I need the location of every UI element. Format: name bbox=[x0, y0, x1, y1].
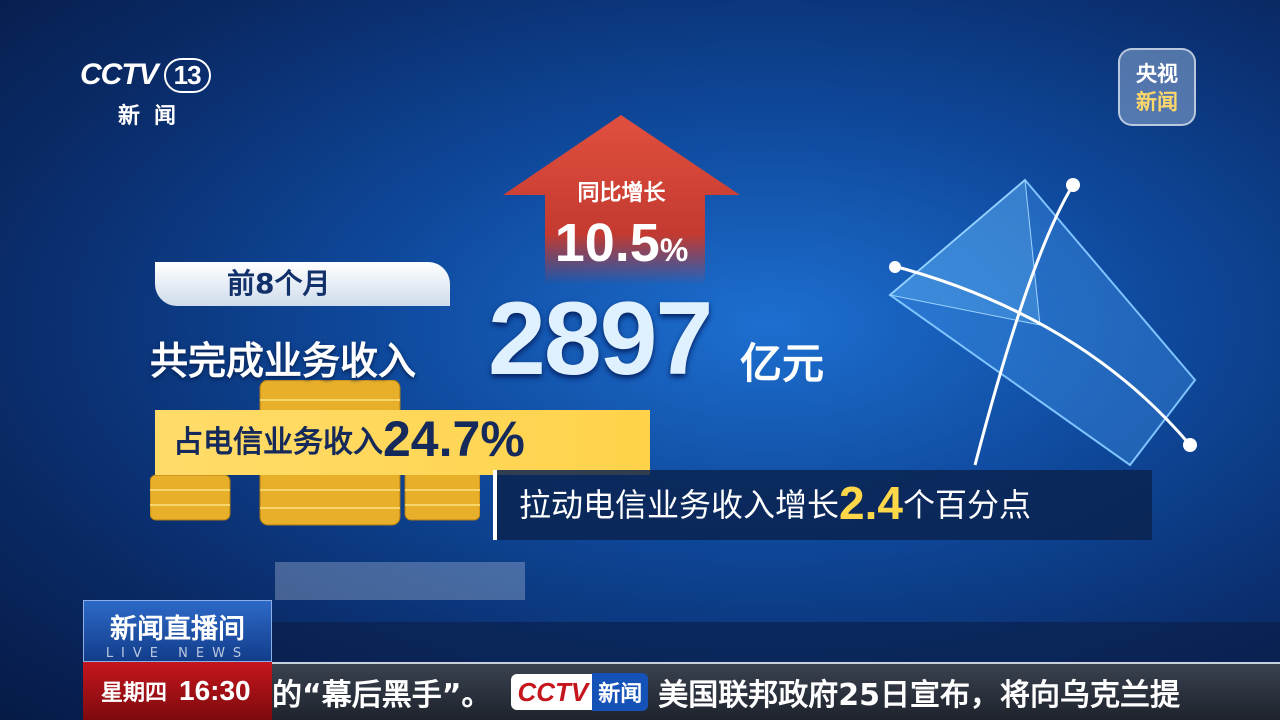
share-banner: 占电信业务收入24.7% bbox=[155, 410, 650, 475]
cctv13-logo: CCTV 13 bbox=[80, 55, 245, 95]
channel-subtitle: 新闻 bbox=[118, 104, 191, 129]
period-label: 前8个月 bbox=[155, 262, 450, 306]
growth-banner: 拉动电信业务收入增长2.4个百分点 bbox=[493, 470, 1152, 540]
blank-strip bbox=[275, 562, 525, 600]
yoy-value: 10.5% bbox=[554, 213, 689, 273]
program-title-box: 新闻直播间 LIVE NEWS bbox=[83, 600, 272, 662]
clock-box: 星期四 16:30 bbox=[83, 662, 272, 720]
cctv-news-badge: 央视 新闻 bbox=[1118, 48, 1196, 126]
revenue-label: 共完成业务收入 bbox=[150, 339, 417, 383]
news-ticker: 的“幕后黑手”。 CCTV 新闻 美国联邦政府25日宣布，将向乌克兰提 bbox=[272, 662, 1280, 720]
cctv-news-ticker-logo: CCTV 新闻 bbox=[511, 673, 649, 711]
ticker-text-left: 的“幕后黑手”。 bbox=[272, 678, 492, 713]
cube-graphic-icon bbox=[888, 178, 1197, 467]
revenue-unit: 亿元 bbox=[740, 339, 825, 388]
ticker-text-right: 美国联邦政府25日宣布，将向乌克兰提 bbox=[658, 678, 1180, 713]
up-arrow-icon bbox=[503, 115, 740, 285]
revenue-value: 2897 bbox=[488, 281, 713, 397]
ticker-upper-band bbox=[272, 622, 1280, 662]
yoy-label: 同比增长 bbox=[577, 181, 666, 206]
